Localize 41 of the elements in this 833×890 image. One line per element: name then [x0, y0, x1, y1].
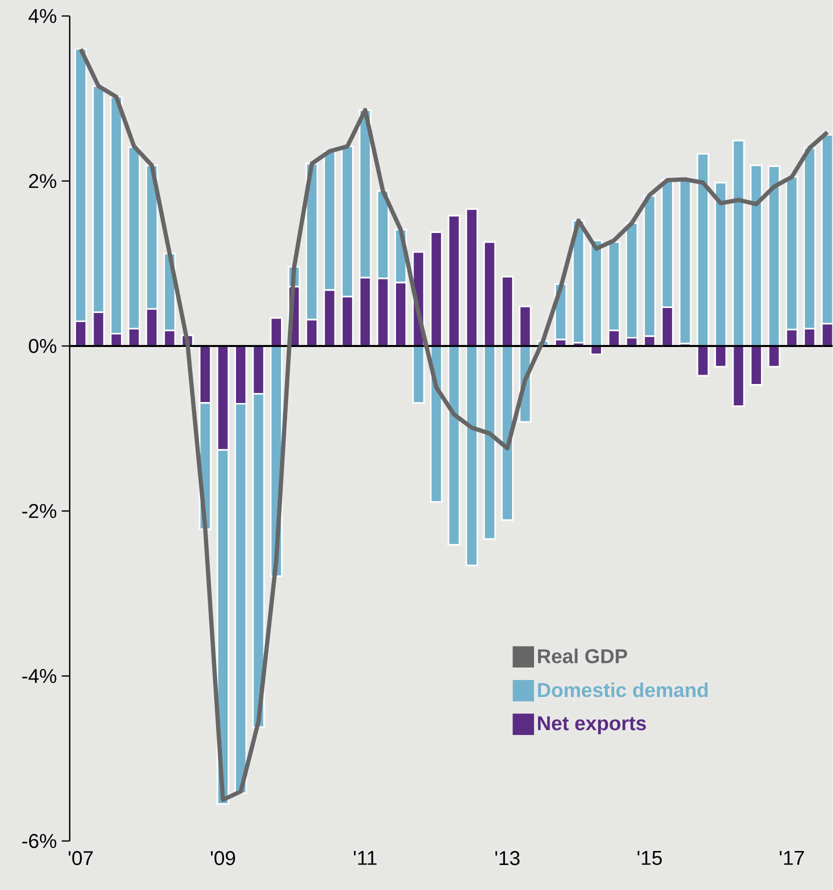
bar	[483, 241, 496, 347]
bar	[590, 240, 603, 347]
bar	[750, 164, 763, 347]
legend-label: Domestic demand	[538, 682, 708, 698]
bar	[732, 345, 745, 408]
y-tick-label: -4%	[22, 669, 56, 684]
bar	[572, 220, 585, 344]
bar	[732, 140, 745, 347]
x-tick-label: '09	[211, 851, 236, 866]
bar	[448, 214, 460, 347]
y-tick-label: 0%	[29, 338, 56, 354]
bar	[270, 317, 283, 347]
bar	[466, 345, 478, 566]
y-tick-label: 2%	[29, 174, 56, 188]
bar	[696, 345, 710, 377]
bar	[501, 345, 514, 521]
legend-label: Real GDP	[538, 648, 628, 664]
y-tick-label: -2%	[22, 504, 56, 518]
bar	[483, 345, 496, 540]
y-tick-label: -6%	[22, 834, 56, 848]
x-tick-label: '11	[354, 851, 377, 865]
bar	[466, 208, 478, 347]
x-tick-label: '07	[68, 851, 93, 866]
bar	[518, 306, 532, 347]
x-tick-label: '15	[638, 851, 662, 865]
bar	[714, 182, 728, 347]
bar	[750, 345, 763, 386]
line-series	[78, 46, 830, 802]
bar	[768, 345, 780, 368]
y-tick-label: 4%	[28, 9, 56, 24]
bar	[430, 345, 443, 503]
x-tick-label: '17	[780, 851, 804, 865]
legend-label: Net exports	[538, 716, 646, 734]
bar	[501, 276, 514, 347]
bar	[430, 231, 443, 347]
x-tick-label: '13	[496, 851, 520, 866]
bar	[412, 345, 425, 404]
bar	[714, 345, 728, 368]
bar	[448, 345, 460, 546]
bar	[696, 152, 710, 347]
bar	[768, 165, 780, 347]
